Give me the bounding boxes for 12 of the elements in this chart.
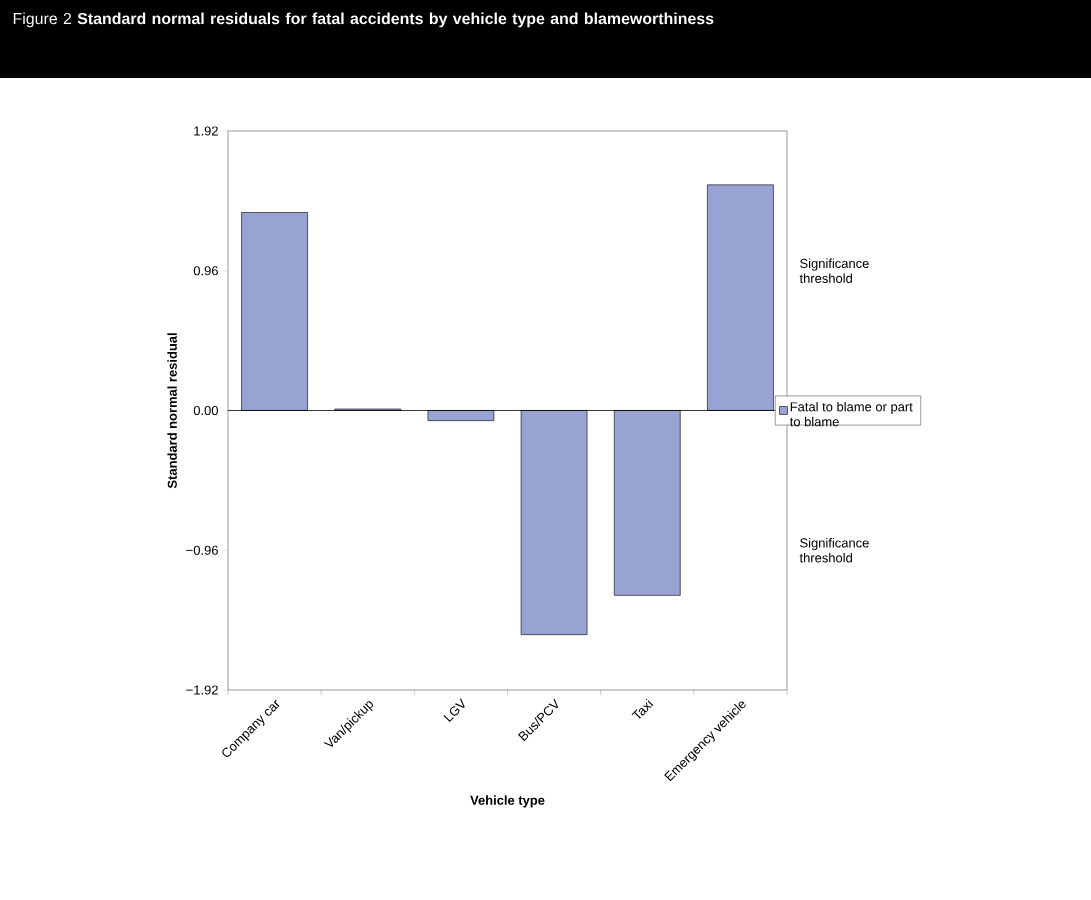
y-tick-label: 0.96 <box>193 266 218 276</box>
y-tick-label: −1.92 <box>186 685 218 695</box>
text: Significance threshold <box>799 258 869 283</box>
y-tick-label: 0.00 <box>193 405 218 416</box>
x-tick-label: Taxi <box>631 698 654 719</box>
y-tick-label: 1.92 <box>194 126 218 136</box>
y-tick-label: −0.96 <box>186 545 218 555</box>
text: Significance threshold <box>799 538 869 563</box>
chart-title: Figure 2 Standard normal residuals for fatal accidents by vehicle type and blameworthiness <box>13 12 714 28</box>
legend-label: Fatal to blame or part to blame <box>789 401 913 427</box>
x-axis-title: Vehicle type <box>470 795 545 808</box>
y-axis-title: Standard normal residual <box>167 333 177 489</box>
